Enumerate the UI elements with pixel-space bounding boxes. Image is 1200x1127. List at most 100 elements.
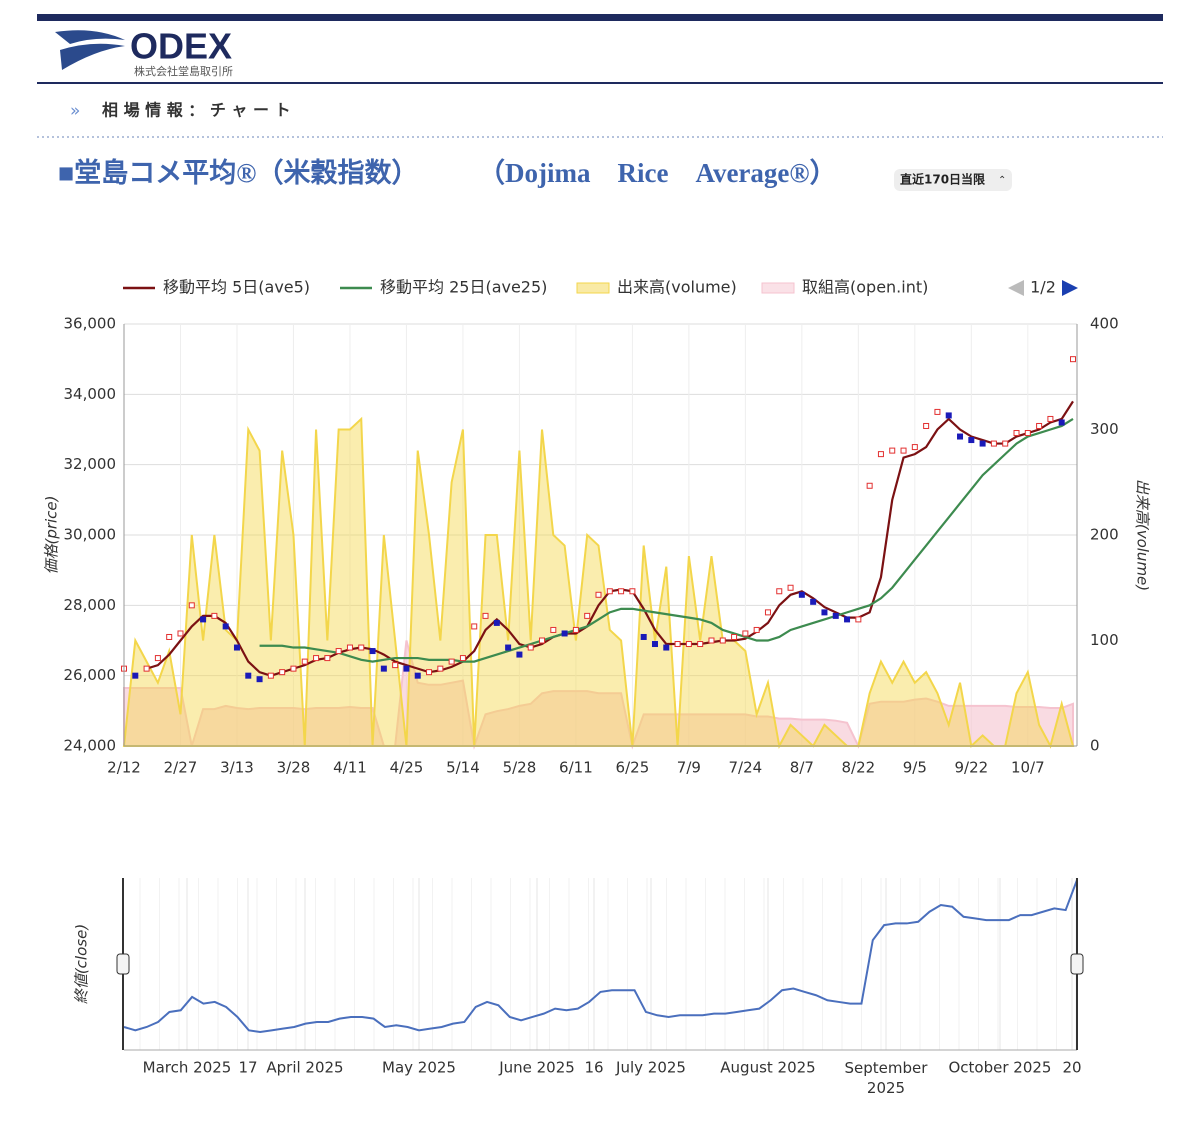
x-tick-label: 4/25 (390, 759, 424, 777)
candle (618, 588, 625, 595)
nav-x-label: May 2025 (382, 1059, 456, 1077)
nav-x-label: September 2025 (845, 1059, 929, 1097)
candle (392, 662, 399, 669)
candle (663, 644, 670, 651)
x-tick-label: 6/25 (616, 759, 650, 777)
candle (188, 602, 195, 609)
nav-x-label: 17 (238, 1059, 257, 1077)
candle (640, 633, 647, 640)
title: ■堂島コメ平均®（米穀指数） (58, 158, 418, 188)
y-tick-label: 34,000 (64, 385, 117, 403)
x-tick-label: 2/12 (107, 759, 141, 777)
candle (561, 630, 568, 637)
candle (810, 598, 817, 605)
y-tick-label: 26,000 (64, 666, 117, 684)
candle (990, 440, 997, 447)
legend-label[interactable]: 移動平均 5日(ave5) (163, 278, 310, 297)
candle (143, 665, 150, 672)
legend-label[interactable]: 出来高(volume) (617, 278, 737, 297)
candle (731, 633, 738, 640)
x-tick-label: 3/13 (220, 759, 254, 777)
candle (245, 672, 252, 679)
nav-x-label: April 2025 (266, 1059, 343, 1077)
area (122, 416, 1075, 750)
candle (471, 623, 478, 630)
area (123, 640, 1074, 750)
price-chart: 24,000 26,000 28,000 30,000 32,000 34,000 36,0… (43, 278, 1152, 777)
y-tick-label: 28,000 (64, 596, 117, 614)
candle (764, 609, 771, 616)
candle (776, 588, 783, 595)
nav-x-label: 16 (584, 1059, 603, 1077)
candle (301, 658, 308, 665)
candle (550, 626, 557, 633)
y2-tick-label: 400 (1090, 315, 1119, 333)
x-tick-label: 6/11 (559, 759, 593, 777)
navigator: 終値(close) March 2025 17 April 2025 May 2025 J… (73, 878, 1084, 1097)
candle (866, 482, 873, 489)
x-tick-label: 8/22 (842, 759, 876, 777)
candle (324, 655, 331, 662)
candle (911, 444, 918, 451)
legend-label[interactable]: 移動平均 25日(ave25) (380, 278, 547, 297)
candle (346, 644, 353, 651)
nav-handle[interactable] (1070, 953, 1084, 975)
range-select[interactable] (894, 169, 1012, 191)
candle (313, 655, 320, 662)
top-bar (37, 14, 1163, 21)
candle (1047, 415, 1054, 422)
x-tick-label: 10/7 (1011, 759, 1045, 777)
y-tick-label: 24,000 (64, 737, 117, 755)
nav-x-label: October 2025 (949, 1059, 1052, 1077)
legend-swatch (761, 282, 795, 294)
candle (945, 412, 952, 419)
candle (448, 658, 455, 665)
nav-x-label: July 2025 (615, 1059, 686, 1077)
y-tick-label: 30,000 (64, 526, 117, 544)
y2-tick-label: 100 (1090, 631, 1119, 649)
candle (979, 440, 986, 447)
x-tick-label: 5/28 (503, 759, 537, 777)
candle (403, 665, 410, 672)
company: 株式会社堂島取引所 (134, 64, 233, 78)
candle (1036, 422, 1043, 429)
candle (132, 672, 139, 679)
breadcrumb-icon: » (70, 101, 80, 121)
candle (1013, 430, 1020, 437)
pager: 1/2 (1030, 278, 1056, 297)
legend-label[interactable]: 取組高(open.int) (802, 278, 928, 297)
candle (233, 644, 240, 651)
x-tick-label: 7/9 (677, 759, 701, 777)
candle (1024, 430, 1031, 437)
candle (753, 626, 760, 633)
x-tick-label: 9/22 (954, 759, 988, 777)
nav-y-label: 終値(close) (73, 924, 91, 1004)
candle (934, 408, 941, 415)
candle (290, 665, 297, 672)
candle (154, 655, 161, 662)
candle (527, 644, 534, 651)
x-tick-label: 4/11 (333, 759, 367, 777)
y-tick-label: 32,000 (64, 455, 117, 473)
candle (957, 433, 964, 440)
y2-tick-label: 0 (1090, 737, 1100, 755)
y2-tick-label: 200 (1090, 526, 1119, 544)
candle (787, 584, 794, 591)
range-select-label[interactable]: 直近170日当限 (900, 172, 985, 187)
y-tick-label: 36,000 (64, 315, 117, 333)
candle (166, 633, 173, 640)
candle (279, 669, 286, 676)
close-line (123, 879, 1078, 1034)
pager-next[interactable] (1062, 280, 1078, 296)
select-arrow[interactable]: ⌃ (998, 175, 1006, 186)
candle (482, 612, 489, 619)
pager-prev[interactable] (1008, 280, 1024, 296)
candle (742, 630, 749, 637)
candle (651, 641, 658, 648)
nav-handle[interactable] (116, 953, 130, 975)
candle (256, 676, 263, 683)
candle (1070, 356, 1076, 363)
candle (414, 672, 421, 679)
candle (222, 623, 229, 630)
candle (493, 619, 500, 626)
